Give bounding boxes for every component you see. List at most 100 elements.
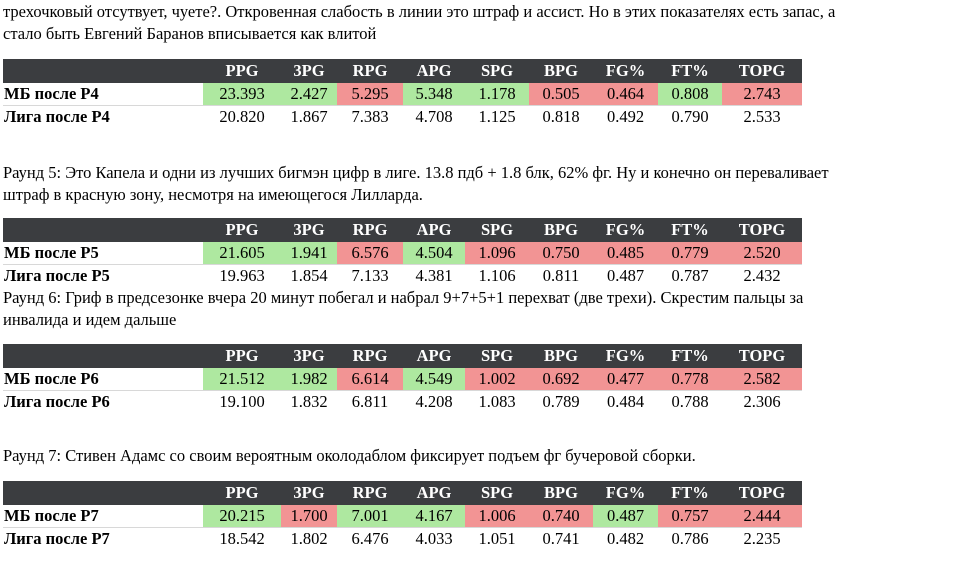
team-stat-cell: 21.605	[203, 242, 281, 265]
header-row: PPG 3PG RPG APG SPG BPG FG% FT% TOPG	[3, 481, 802, 505]
team-stat-cell: 4.504	[403, 242, 465, 265]
team-stat-cell: 1.002	[465, 368, 529, 391]
header-row: PPG 3PG RPG APG SPG BPG FG% FT% TOPG	[3, 59, 802, 83]
column-header: 3PG	[281, 344, 337, 368]
round-5-line-2: штраф в красную зону, несмотря на имеюще…	[3, 185, 423, 204]
column-header: FT%	[658, 344, 722, 368]
column-header: RPG	[337, 344, 403, 368]
column-header: PPG	[203, 481, 281, 505]
team-stat-cell: 5.295	[337, 83, 403, 106]
header-corner-cell	[3, 218, 203, 242]
stats-table-r5: PPG 3PG RPG APG SPG BPG FG% FT% TOPG МБ после Р5 2…	[3, 218, 802, 287]
column-header: FT%	[658, 481, 722, 505]
column-header: FT%	[658, 59, 722, 83]
column-header: RPG	[337, 218, 403, 242]
column-header: 3PG	[281, 218, 337, 242]
league-stat-cell: 4.381	[415, 266, 453, 285]
team-row: МБ после Р4 23.393 2.427 5.295 5.348 1.178 0.5…	[3, 83, 802, 106]
league-stat-cell: 0.811	[542, 266, 580, 285]
league-stat-cell: 2.306	[743, 392, 781, 411]
league-stat-cell: 0.482	[606, 529, 645, 548]
team-stat-cell: 1.006	[465, 505, 529, 528]
column-header: APG	[403, 59, 465, 83]
team-row: МБ после Р7 20.215 1.700 7.001 4.167 1.006 0.7…	[3, 505, 802, 528]
league-stat-cell: 0.789	[542, 392, 580, 411]
column-header: APG	[403, 481, 465, 505]
league-stat-cell: 4.033	[415, 529, 453, 548]
header-row: PPG 3PG RPG APG SPG BPG FG% FT% TOPG	[3, 218, 802, 242]
team-row-label: МБ после Р7	[3, 505, 203, 528]
column-header: FG%	[593, 481, 658, 505]
team-stat-cell: 2.444	[722, 505, 802, 528]
league-stat-cell: 1.125	[478, 107, 516, 126]
round-6-paragraph: Раунд 6: Гриф в предсезонке вчера 20 мин…	[3, 287, 953, 331]
league-stat-cell: 0.788	[671, 392, 709, 411]
stats-table-r7: PPG 3PG RPG APG SPG BPG FG% FT% TOPG МБ после Р7 2…	[3, 481, 802, 550]
team-stat-cell: 0.464	[593, 83, 658, 106]
league-stat-cell: 0.484	[606, 392, 645, 411]
team-stat-cell: 4.167	[403, 505, 465, 528]
league-row-label: Лига после Р6	[4, 392, 110, 411]
league-stat-cell: 19.963	[219, 266, 265, 285]
team-row-label: МБ после Р6	[3, 368, 203, 391]
column-header: FT%	[658, 218, 722, 242]
league-stat-cell: 6.811	[351, 392, 389, 411]
league-stat-cell: 0.818	[542, 107, 580, 126]
team-stat-cell: 0.477	[593, 368, 658, 391]
team-stat-cell: 0.778	[658, 368, 722, 391]
team-stat-cell: 2.582	[722, 368, 802, 391]
column-header: SPG	[465, 218, 529, 242]
league-stat-cell: 2.533	[743, 107, 781, 126]
team-stat-cell: 0.485	[593, 242, 658, 265]
column-header: PPG	[203, 59, 281, 83]
team-stat-cell: 0.505	[529, 83, 593, 106]
league-row: Лига после Р7 18.542 1.802 6.476 4.033 1.051 0…	[3, 528, 802, 551]
column-header: RPG	[337, 59, 403, 83]
team-row-label: МБ после Р4	[3, 83, 203, 106]
team-stat-cell: 6.614	[337, 368, 403, 391]
round-7-line-1: Раунд 7: Стивен Адамс со своим вероятным…	[3, 446, 696, 465]
intro-line-2: стало быть Евгений Баранов вписывается к…	[3, 24, 377, 43]
header-corner-cell	[3, 344, 203, 368]
team-stat-cell: 0.487	[593, 505, 658, 528]
column-header: 3PG	[281, 481, 337, 505]
league-stat-cell: 6.476	[351, 529, 389, 548]
league-stat-cell: 0.790	[671, 107, 709, 126]
team-stat-cell: 1.941	[281, 242, 337, 265]
league-row: Лига после Р4 20.820 1.867 7.383 4.708 1.125 0…	[3, 106, 802, 129]
league-stat-cell: 7.383	[351, 107, 389, 126]
round-6-line-2: инвалида и идем дальше	[3, 310, 177, 329]
team-stat-cell: 0.808	[658, 83, 722, 106]
league-stat-cell: 1.832	[290, 392, 328, 411]
column-header: TOPG	[722, 59, 802, 83]
league-row: Лига после Р5 19.963 1.854 7.133 4.381 1.106 0…	[3, 265, 802, 288]
league-row-label: Лига после Р4	[4, 107, 110, 126]
league-stat-cell: 0.487	[606, 266, 645, 285]
league-row: Лига после Р6 19.100 1.832 6.811 4.208 1.083 0…	[3, 391, 802, 414]
team-stat-cell: 20.215	[203, 505, 281, 528]
column-header: SPG	[465, 59, 529, 83]
league-stat-cell: 7.133	[351, 266, 389, 285]
team-stat-cell: 4.549	[403, 368, 465, 391]
column-header: FG%	[593, 218, 658, 242]
team-stat-cell: 1.700	[281, 505, 337, 528]
round-6-line-1: Раунд 6: Гриф в предсезонке вчера 20 мин…	[3, 288, 804, 307]
column-header: BPG	[529, 344, 593, 368]
header-row: PPG 3PG RPG APG SPG BPG FG% FT% TOPG	[3, 344, 802, 368]
stats-table-r4: PPG 3PG RPG APG SPG BPG FG% FT% TOPG МБ после Р4 2…	[3, 59, 802, 128]
league-stat-cell: 0.786	[671, 529, 709, 548]
team-stat-cell: 0.750	[529, 242, 593, 265]
league-stat-cell: 18.542	[219, 529, 265, 548]
team-row: МБ после Р5 21.605 1.941 6.576 4.504 1.096 0.7…	[3, 242, 802, 265]
league-stat-cell: 1.051	[478, 529, 516, 548]
column-header: TOPG	[722, 344, 802, 368]
league-stat-cell: 0.787	[671, 266, 709, 285]
team-stat-cell: 1.982	[281, 368, 337, 391]
league-stat-cell: 19.100	[219, 392, 265, 411]
column-header: SPG	[465, 481, 529, 505]
league-stat-cell: 20.820	[219, 107, 265, 126]
column-header: BPG	[529, 481, 593, 505]
intro-line-1: трехочковый отсутвует, чуете?. Откровенн…	[3, 2, 836, 21]
league-row-label: Лига после Р5	[4, 266, 110, 285]
team-stat-cell: 2.743	[722, 83, 802, 106]
